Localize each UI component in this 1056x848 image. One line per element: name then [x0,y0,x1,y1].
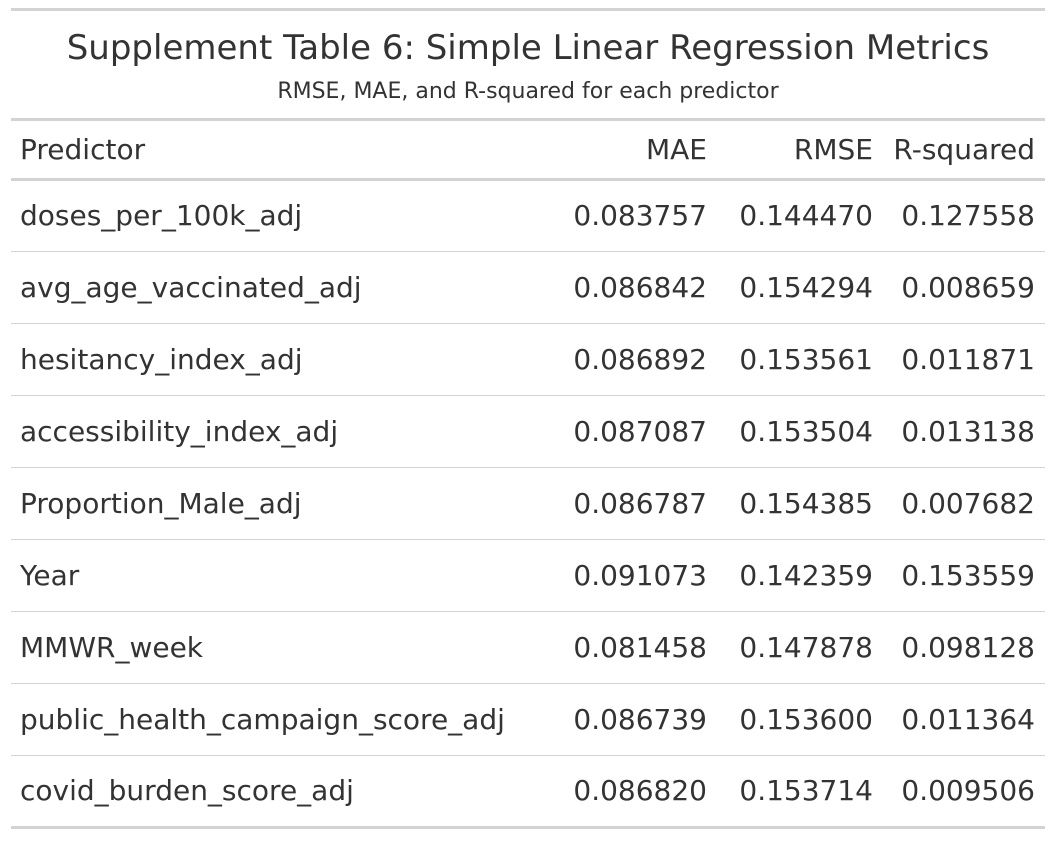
column-header-rmse: RMSE [717,121,883,181]
mae-cell: 0.091073 [541,539,717,612]
predictor-cell: Year [11,539,541,612]
header-rule [11,118,1045,121]
table-row: public_health_campaign_score_adj 0.08673… [11,683,1045,756]
rmse-cell: 0.153504 [717,395,883,468]
mae-cell: 0.086842 [541,251,717,324]
mae-cell: 0.086892 [541,323,717,396]
r-squared-cell: 0.008659 [883,251,1045,324]
predictor-cell: hesitancy_index_adj [11,323,541,396]
column-header-r-squared: R-squared [883,121,1045,181]
table-row: hesitancy_index_adj 0.086892 0.153561 0.… [11,323,1045,396]
table-title: Supplement Table 6: Simple Linear Regres… [66,28,990,68]
r-squared-cell: 0.007682 [883,467,1045,540]
r-squared-cell: 0.098128 [883,611,1045,684]
r-squared-cell: 0.009506 [883,755,1045,829]
predictor-cell: Proportion_Male_adj [11,467,541,540]
table-subtitle: RMSE, MAE, and R-squared for each predic… [277,79,779,104]
rmse-cell: 0.154294 [717,251,883,324]
table-row: covid_burden_score_adj 0.086820 0.153714… [11,755,1045,829]
predictor-cell: public_health_campaign_score_adj [11,683,541,756]
rmse-cell: 0.147878 [717,611,883,684]
rmse-cell: 0.153600 [717,683,883,756]
predictor-cell: doses_per_100k_adj [11,179,541,252]
mae-cell: 0.081458 [541,611,717,684]
table-row: doses_per_100k_adj 0.083757 0.144470 0.1… [11,179,1045,252]
r-squared-cell: 0.153559 [883,539,1045,612]
table-row: MMWR_week 0.081458 0.147878 0.098128 [11,611,1045,684]
predictor-cell: MMWR_week [11,611,541,684]
table-container: Supplement Table 6: Simple Linear Regres… [11,8,1045,829]
mae-cell: 0.086739 [541,683,717,756]
table-row: accessibility_index_adj 0.087087 0.15350… [11,395,1045,468]
rmse-cell: 0.153714 [717,755,883,829]
mae-cell: 0.086820 [541,755,717,829]
column-header-predictor: Predictor [11,121,541,181]
rmse-cell: 0.142359 [717,539,883,612]
r-squared-cell: 0.011364 [883,683,1045,756]
table-row: avg_age_vaccinated_adj 0.086842 0.154294… [11,251,1045,324]
table-row: Year 0.091073 0.142359 0.153559 [11,539,1045,612]
mae-cell: 0.087087 [541,395,717,468]
table-row: Proportion_Male_adj 0.086787 0.154385 0.… [11,467,1045,540]
predictor-cell: avg_age_vaccinated_adj [11,251,541,324]
predictor-cell: accessibility_index_adj [11,395,541,468]
metrics-table: Predictor MAE RMSE R-squared doses_per_1… [11,121,1045,829]
rmse-cell: 0.154385 [717,467,883,540]
mae-cell: 0.086787 [541,467,717,540]
r-squared-cell: 0.013138 [883,395,1045,468]
predictor-cell: covid_burden_score_adj [11,755,541,829]
rmse-cell: 0.153561 [717,323,883,396]
column-header-mae: MAE [541,121,717,181]
rmse-cell: 0.144470 [717,179,883,252]
header-row: Predictor MAE RMSE R-squared [11,121,1045,181]
r-squared-cell: 0.127558 [883,179,1045,252]
r-squared-cell: 0.011871 [883,323,1045,396]
mae-cell: 0.083757 [541,179,717,252]
top-rule [11,8,1045,11]
